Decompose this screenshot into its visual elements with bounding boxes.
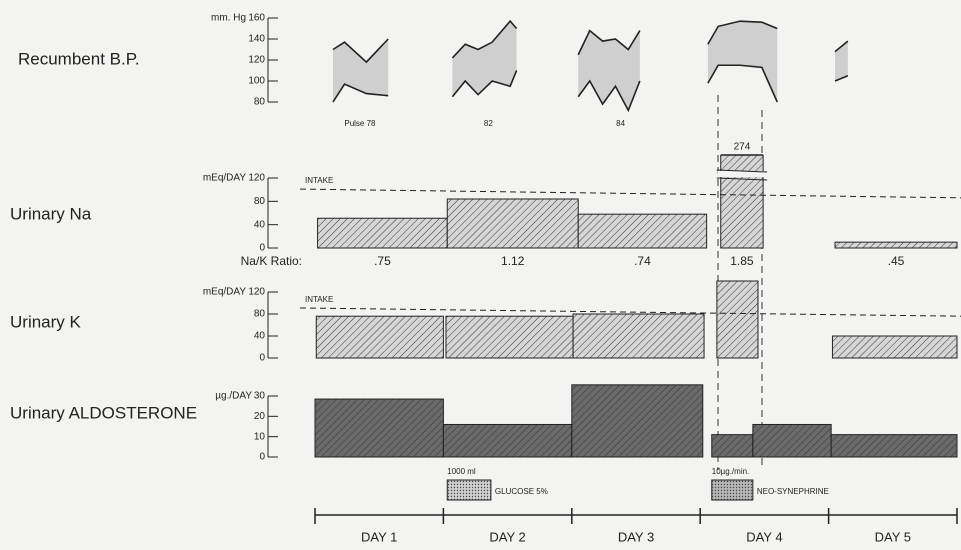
bar xyxy=(711,434,754,458)
infusion-amount: 10µg./min. xyxy=(712,467,750,476)
y-tick-label: 40 xyxy=(254,219,266,230)
ratio-value: 1.85 xyxy=(730,254,754,268)
infusion-label: NEO-SYNEPHRINE xyxy=(757,487,829,496)
range-fill xyxy=(835,41,848,81)
bar xyxy=(577,213,708,249)
y-tick-label: 80 xyxy=(254,309,266,320)
y-tick-label: 20 xyxy=(254,411,266,422)
ratio-label: Na/K Ratio: xyxy=(241,254,302,268)
x-tick-label: DAY 2 xyxy=(489,529,525,544)
x-tick-label: DAY 3 xyxy=(618,529,654,544)
bar xyxy=(445,315,574,359)
bar xyxy=(446,198,579,249)
bar xyxy=(442,423,573,458)
y-tick-label: 30 xyxy=(254,391,266,402)
bar xyxy=(830,434,958,458)
x-tick-label: DAY 5 xyxy=(875,529,911,544)
ratio-value: .45 xyxy=(888,254,905,268)
y-tick-label: 140 xyxy=(248,34,265,45)
y-tick-label: 80 xyxy=(254,97,266,108)
y-tick-label: 10 xyxy=(254,431,266,442)
ratio-value: .74 xyxy=(634,254,651,268)
axis-break xyxy=(717,171,767,177)
bp-line xyxy=(332,19,849,64)
infusion-amount: 1000 ml xyxy=(447,467,476,476)
y-tick-label: 40 xyxy=(254,331,266,342)
intake-label: INTAKE xyxy=(305,176,333,185)
bar xyxy=(716,280,759,359)
bar xyxy=(834,241,958,249)
bar xyxy=(752,423,832,458)
y-tick-label: 160 xyxy=(248,13,265,24)
intake-line xyxy=(299,188,961,199)
row-label: Urinary Na xyxy=(10,204,92,223)
bp-line xyxy=(332,64,849,113)
y-tick-label: 120 xyxy=(248,55,265,66)
x-tick-label: DAY 4 xyxy=(746,529,782,544)
x-tick-label: DAY 1 xyxy=(361,529,397,544)
bar xyxy=(572,313,705,359)
bar xyxy=(317,217,448,249)
y-unit-label: mEq/DAY xyxy=(203,173,246,184)
y-unit-label: mm. Hg xyxy=(211,13,246,24)
infusion-label: GLUCOSE 5% xyxy=(495,487,548,496)
y-tick-label: 120 xyxy=(248,173,265,184)
pulse-label: 82 xyxy=(484,119,493,128)
y-tick-label: 80 xyxy=(254,196,266,207)
y-tick-label: 0 xyxy=(259,353,265,364)
infusion-box xyxy=(446,479,492,501)
pulse-label: 84 xyxy=(616,119,625,128)
y-unit-label: mEq/DAY xyxy=(203,287,246,298)
axis-break xyxy=(716,169,768,173)
y-tick-label: 0 xyxy=(259,452,265,463)
intake-label: INTAKE xyxy=(305,295,333,304)
y-tick-label: 120 xyxy=(248,287,265,298)
bar xyxy=(571,384,704,458)
intake-line xyxy=(299,307,961,317)
row-label: Recumbent B.P. xyxy=(18,49,140,68)
y-tick-label: 100 xyxy=(248,76,265,87)
bar xyxy=(720,155,764,249)
bar xyxy=(315,315,444,359)
ratio-value: 1.12 xyxy=(501,254,525,268)
infusion-box xyxy=(711,479,754,501)
range-fill xyxy=(452,21,517,97)
bar xyxy=(831,335,958,359)
value-label: 274 xyxy=(734,142,751,153)
ratio-value: .75 xyxy=(374,254,391,268)
y-tick-label: 0 xyxy=(259,243,265,254)
pulse-label: Pulse 78 xyxy=(344,119,376,128)
row-label: Urinary ALDOSTERONE xyxy=(10,403,197,422)
axis-break xyxy=(716,177,768,181)
range-fill xyxy=(578,30,640,111)
range-fill xyxy=(707,21,778,102)
row-label: Urinary K xyxy=(10,312,82,331)
y-unit-label: µg./DAY xyxy=(215,391,252,402)
bar xyxy=(314,398,444,458)
